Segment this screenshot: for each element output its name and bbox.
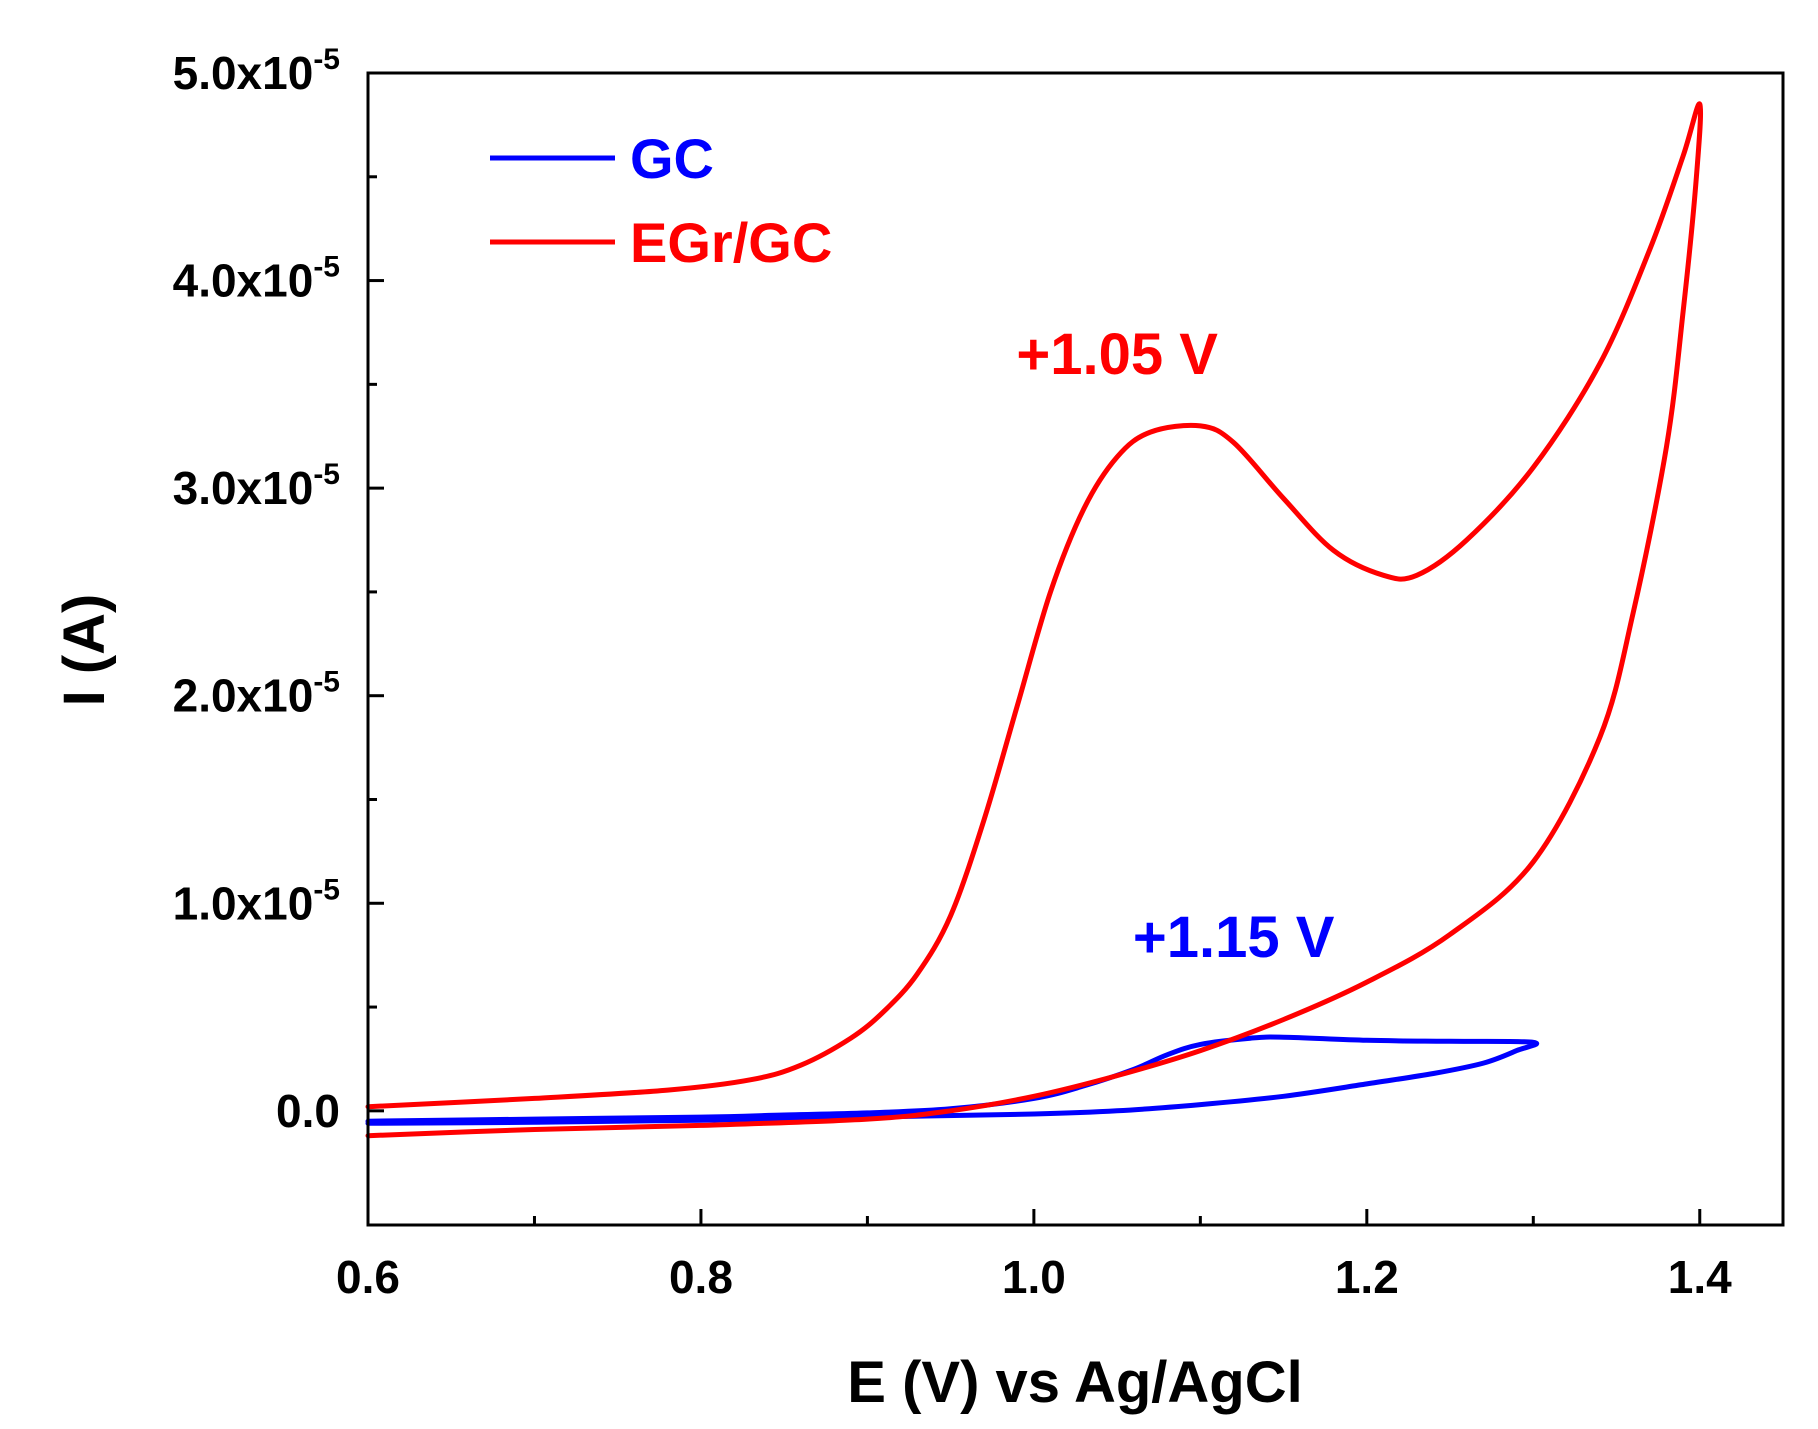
- y-tick-label: 2.0x10-5: [173, 666, 340, 722]
- x-tick-label: 1.2: [1335, 1251, 1399, 1303]
- x-tick-label: 1.4: [1668, 1251, 1732, 1303]
- legend-label-gc: GC: [630, 127, 714, 190]
- x-axis-title: E (V) vs Ag/AgCl: [847, 1350, 1302, 1415]
- data-curves: [365, 101, 1704, 1139]
- y-tick-label: 5.0x10-5: [173, 43, 340, 99]
- legend-label-egr-gc: EGr/GC: [630, 211, 832, 274]
- axis-ticks: 0.6 0.8 1.0 1.2 1.4 0.0 1.0x10-5 2.0x10-5 3.0x10…: [173, 43, 1733, 1303]
- y-tick-label: 4.0x10-5: [173, 251, 340, 307]
- y-tick-label: 1.0x10-5: [173, 873, 340, 929]
- series-line-egr-gc: [365, 101, 1704, 1139]
- y-axis-title: I (A): [52, 594, 117, 707]
- plot-frame: [366, 71, 1785, 1227]
- annotation-peak-gc: +1.15 V: [1133, 905, 1335, 970]
- x-tick-label: 0.8: [669, 1251, 733, 1303]
- y-tick-label: 0.0: [276, 1085, 340, 1137]
- x-tick-label: 1.0: [1002, 1251, 1066, 1303]
- annotation-peak-egr-gc: +1.05 V: [1016, 322, 1218, 387]
- y-tick-label: 3.0x10-5: [173, 458, 340, 514]
- x-tick-label: 0.6: [336, 1251, 400, 1303]
- series-line-gc: [365, 1034, 1540, 1126]
- legend: GC EGr/GC: [490, 127, 832, 274]
